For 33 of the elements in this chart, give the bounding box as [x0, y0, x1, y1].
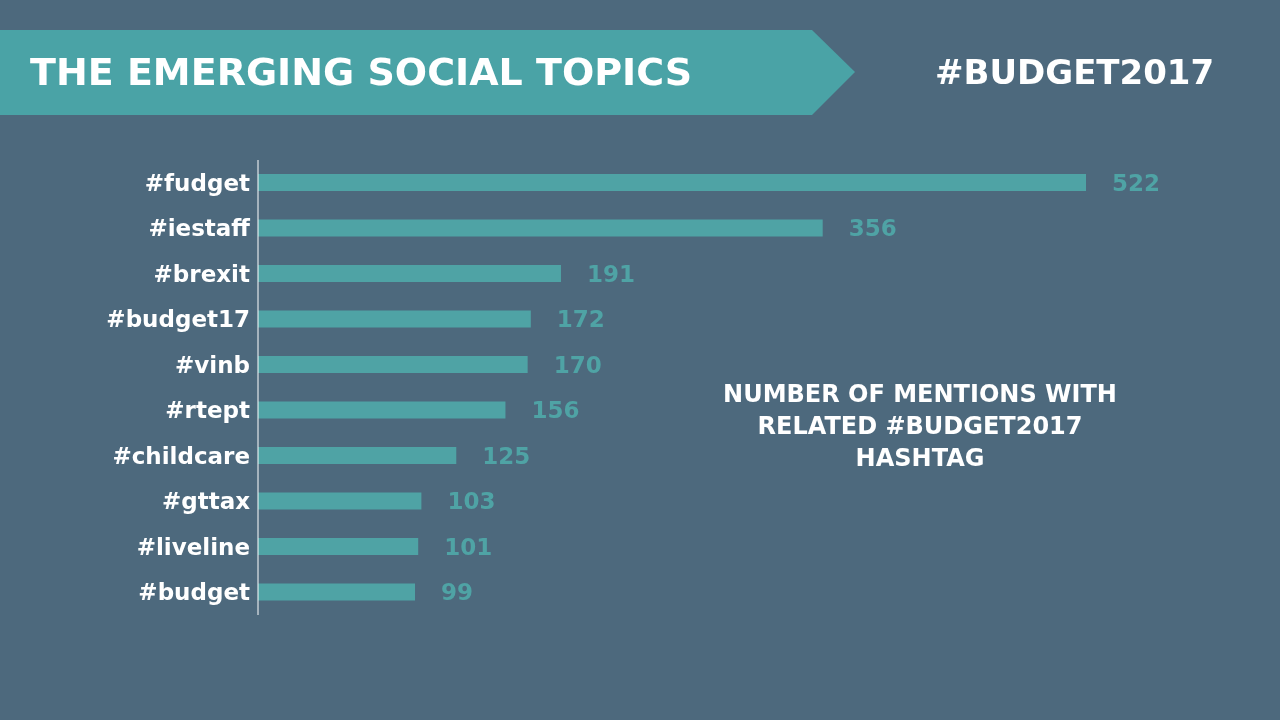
bar	[258, 174, 1086, 191]
bar	[258, 583, 416, 601]
bar	[258, 219, 823, 237]
y-tick-label: #childcare	[112, 442, 250, 469]
chart-subtitle: #BUDGET2017	[935, 52, 1215, 92]
data-label: 172	[556, 306, 605, 333]
data-label: 99	[441, 579, 474, 606]
data-label: 356	[848, 215, 897, 242]
y-tick-label: #iestaff	[148, 215, 251, 242]
data-label: 522	[1112, 169, 1161, 196]
bar	[258, 265, 561, 282]
bar	[258, 310, 531, 328]
bar	[258, 447, 457, 464]
bar	[258, 538, 419, 555]
data-label: 156	[531, 397, 580, 424]
bar	[258, 401, 506, 419]
bar	[258, 492, 422, 510]
data-label: 103	[447, 488, 496, 515]
y-tick-label: #rtept	[165, 397, 250, 424]
data-label: 125	[482, 442, 531, 469]
y-tick-label: #vinb	[175, 351, 250, 378]
data-label: 170	[553, 351, 602, 378]
bar	[258, 356, 528, 373]
y-tick-label: #gttax	[161, 488, 251, 515]
y-tick-label: #liveline	[136, 533, 250, 560]
chart-title: THE EMERGING SOCIAL TOPICS	[30, 50, 693, 94]
data-label: 101	[444, 533, 493, 560]
annotation: NUMBER OF MENTIONS WITH RELATED #BUDGET2017 HASHTAG	[722, 379, 1118, 474]
data-label: 191	[586, 260, 635, 287]
y-tick-label: #budget17	[106, 306, 250, 333]
y-tick-label: #fudget	[144, 169, 250, 196]
y-tick-label: #brexit	[153, 260, 250, 287]
y-tick-label: #budget	[138, 579, 250, 606]
